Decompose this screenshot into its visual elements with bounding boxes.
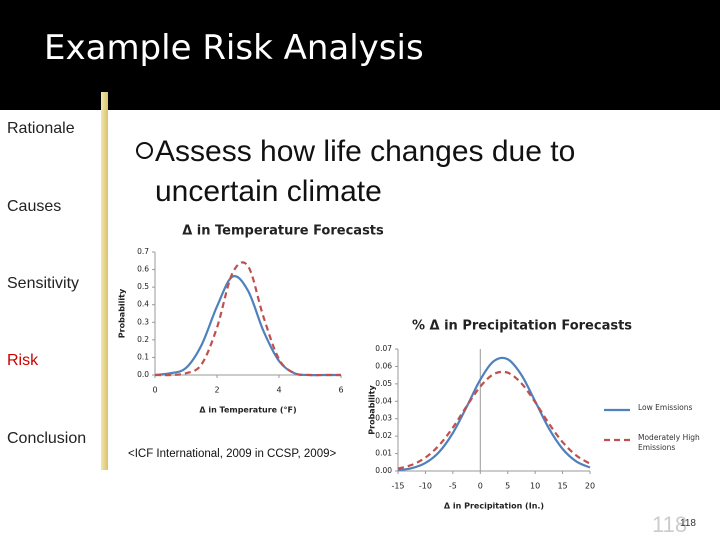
nav-item[interactable]: Conclusion [7,430,87,447]
x-tick-label: 0 [478,482,483,491]
nav-item[interactable]: Risk [7,352,39,369]
series-line [397,356,591,472]
chart-title: Δ in Temperature Forecasts [182,224,384,239]
citation: <ICF International, 2009 in CCSP, 2009> [128,448,337,460]
page-number: 118 [680,518,696,529]
x-tick-label: 10 [530,482,540,491]
y-axis-label: Probability [368,385,377,435]
legend-label: Moderately High Emissions [638,433,700,452]
y-tick-label: 0.01 [375,449,392,458]
x-axis-label: Δ in Precipitation (In.) [444,502,544,511]
chart-title: % Δ in Precipitation Forecasts [412,319,632,334]
x-tick-label: -5 [449,482,457,491]
y-tick-label: 0.4 [137,300,149,309]
nav-item[interactable]: Rationale [7,120,75,137]
bullet-marker [136,142,153,159]
x-tick-label: 15 [557,482,567,491]
y-tick-label: 0.6 [137,265,149,274]
x-tick-label: 4 [276,386,281,395]
series-line [397,370,591,470]
y-axis-label: Probability [118,288,127,338]
y-tick-label: 0.03 [375,414,392,423]
y-tick-label: 0.04 [375,396,392,405]
x-tick-label: 5 [505,482,510,491]
x-tick-label: 6 [338,386,343,395]
series-line [154,261,341,377]
y-tick-label: 0.00 [375,466,392,475]
y-tick-label: 0.7 [137,247,149,256]
nav-item[interactable]: Sensitivity [7,275,80,292]
y-tick-label: 0.1 [137,352,149,361]
x-tick-label: 2 [214,386,219,395]
x-tick-label: 0 [152,386,157,395]
slide-title: Example Risk Analysis [44,28,424,68]
nav-item[interactable]: Causes [7,198,62,215]
x-tick-label: -10 [419,482,432,491]
y-tick-label: 0.5 [137,282,149,291]
y-tick-label: 0.3 [137,317,149,326]
x-tick-label: 20 [585,482,595,491]
y-tick-label: 0.02 [375,431,392,440]
x-tick-label: -15 [391,482,404,491]
legend-box: Moderately High Emissions [638,433,700,452]
legend-box: Low Emissions [638,403,693,412]
y-tick-label: 0.05 [375,379,392,388]
series-line [154,274,341,377]
y-tick-label: 0.07 [375,344,392,353]
legend-label: Low Emissions [638,403,693,412]
page-number-shadow: 118 [652,512,688,537]
sidebar-divider [101,92,108,470]
y-tick-label: 0.2 [137,335,149,344]
header-band [0,0,720,110]
y-tick-label: 0.06 [375,361,392,370]
x-axis-label: Δ in Temperature (°F) [199,406,296,415]
y-tick-label: 0.0 [137,370,149,379]
bullet-text: Assess how life changes due to uncertain… [155,135,576,208]
